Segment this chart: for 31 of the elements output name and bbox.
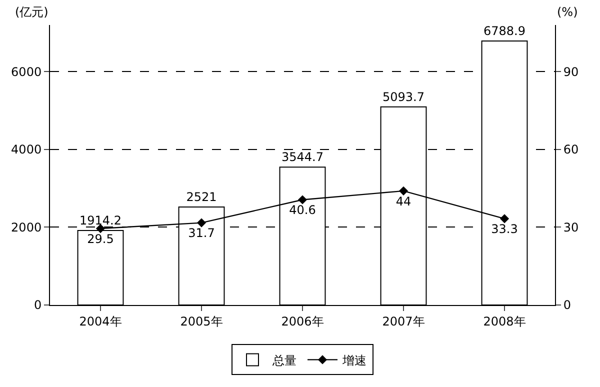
- y2-axis-title: (%): [557, 5, 578, 19]
- point: [398, 186, 408, 196]
- data-label: 1914.2: [80, 214, 122, 228]
- y2-tick-label: 30: [563, 220, 579, 234]
- data-label: 31.7: [188, 226, 215, 240]
- point: [196, 218, 206, 228]
- data-label: 29.5: [87, 232, 114, 246]
- data-label: 33.3: [491, 222, 518, 236]
- point: [500, 214, 510, 224]
- x-tick-label: 2004年: [79, 314, 122, 328]
- y-axis-title: (亿元): [15, 5, 48, 19]
- data-label: 44: [396, 194, 412, 208]
- y-tick-label: 6000: [11, 64, 42, 79]
- x-tick-label: 2006年: [281, 314, 324, 328]
- y2-tick-label: 60: [563, 142, 579, 157]
- x-tick-label: 2007年: [382, 314, 425, 328]
- y2-tick-label: 90: [563, 64, 579, 79]
- data-label: 3544.7: [282, 150, 324, 164]
- data-label: 40.6: [289, 203, 316, 218]
- legend-label: 增速: [342, 353, 366, 368]
- x-tick-label: 2005年: [180, 314, 223, 328]
- data-label: 6788.9: [484, 24, 526, 38]
- data-label: 2521: [186, 190, 217, 204]
- x-tick-label: 2008年: [483, 314, 526, 328]
- y2-tick-label: 0: [563, 298, 572, 312]
- legend-label: 总量: [272, 353, 296, 368]
- y-tick-label: 4000: [11, 142, 42, 157]
- point: [298, 195, 308, 204]
- y-tick-label: 2000: [11, 220, 42, 234]
- y-tick-label: 0: [34, 298, 42, 312]
- data-label: 5093.7: [382, 90, 425, 104]
